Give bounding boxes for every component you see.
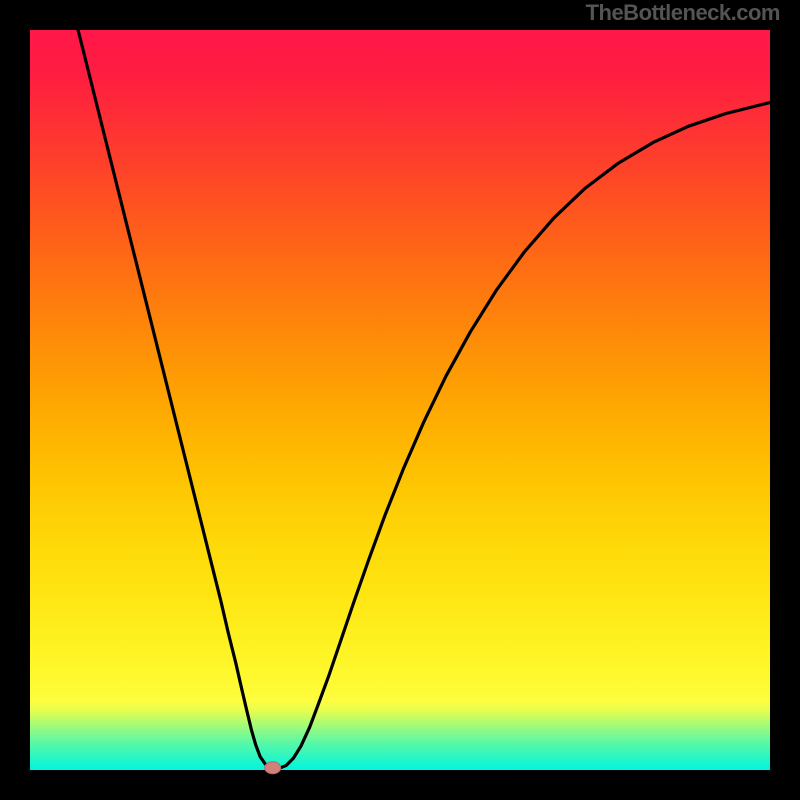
chart-container: TheBottleneck.com [0, 0, 800, 800]
minimum-marker [265, 762, 281, 774]
watermark-text: TheBottleneck.com [586, 0, 780, 26]
bottleneck-chart [0, 0, 800, 800]
